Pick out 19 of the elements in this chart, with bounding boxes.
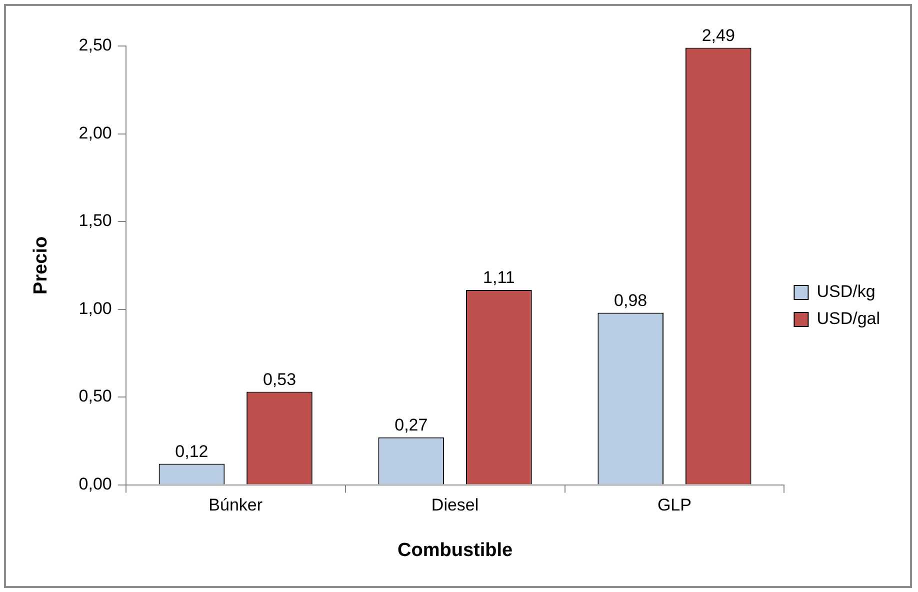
y-tick-label: 2,00 [78, 123, 112, 142]
x-tick-label: Diesel [431, 496, 479, 515]
data-label: 2,49 [702, 26, 735, 45]
data-label: 0,98 [614, 290, 648, 310]
y-tick-label: 0,50 [78, 386, 112, 406]
y-axis-title: Precio [30, 236, 52, 294]
data-label: 0,53 [262, 370, 296, 389]
y-tick-label: 1,00 [78, 298, 112, 318]
data-label: 0,12 [175, 442, 208, 461]
x-tick-label: GLP [657, 496, 692, 515]
x-axis-title: Combustible [398, 540, 513, 561]
y-tick-label: 0,00 [78, 474, 112, 494]
data-label: 1,11 [483, 268, 515, 288]
x-tick-label: Búnker [208, 496, 263, 515]
y-tick-label: 2,50 [78, 36, 112, 55]
legend-label: USD/gal [816, 309, 880, 328]
legend-label: USD/kg [816, 282, 876, 302]
data-label: 0,27 [394, 416, 428, 435]
y-tick-label: 1,50 [78, 211, 112, 230]
